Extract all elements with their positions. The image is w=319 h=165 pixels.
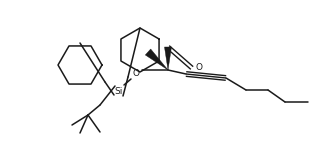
Text: Si: Si xyxy=(115,86,123,96)
Text: O: O xyxy=(195,64,202,72)
Text: O: O xyxy=(132,69,139,79)
Polygon shape xyxy=(165,47,172,70)
Polygon shape xyxy=(145,49,168,70)
